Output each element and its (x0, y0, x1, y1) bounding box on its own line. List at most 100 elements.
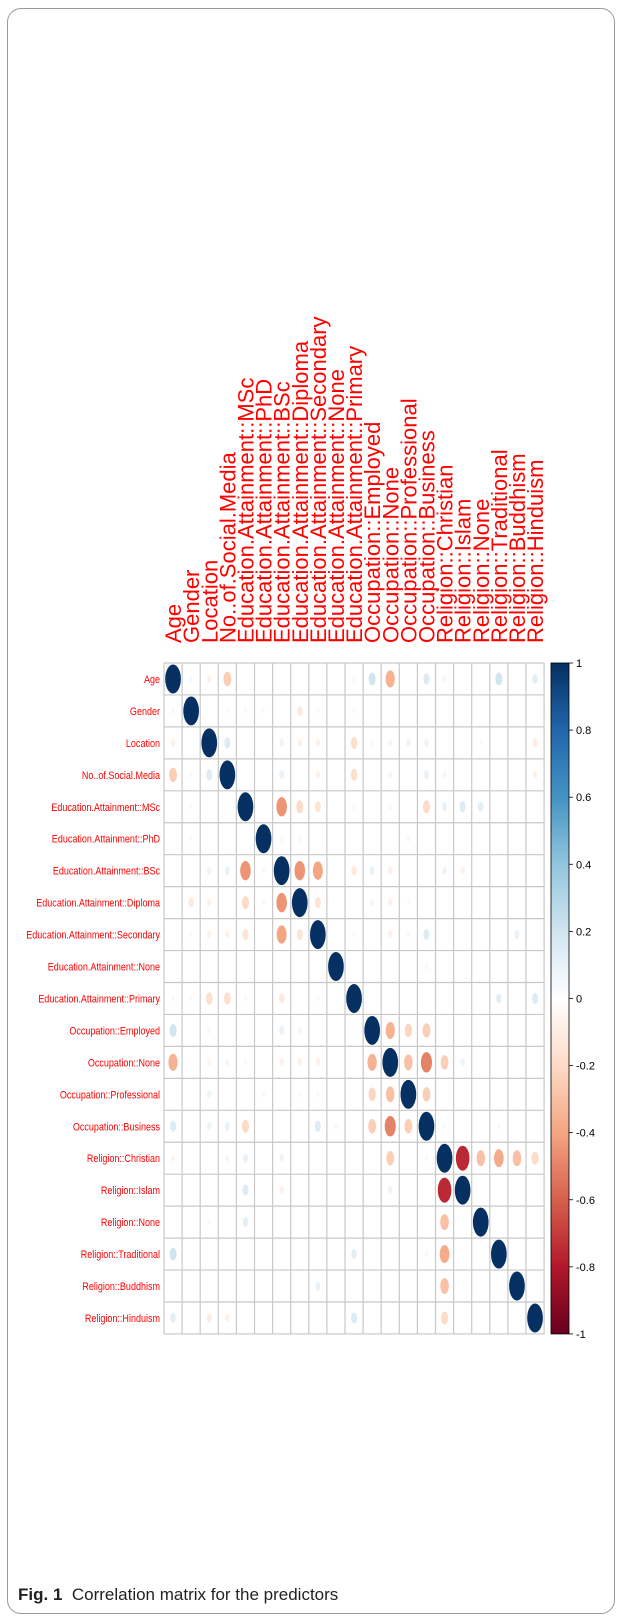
correlation-cell-8-8 (310, 920, 326, 950)
correlation-cell-7-16 (461, 899, 465, 906)
row-label: Religion::Hinduism (85, 1313, 160, 1325)
correlation-cell-4-7 (296, 800, 304, 814)
column-label: Religion::Traditional (487, 449, 512, 643)
correlation-cell-9-0 (171, 963, 175, 970)
correlation-cell-4-18 (497, 803, 501, 810)
correlation-cell-16-15 (437, 1177, 452, 1203)
colorbar: 1 0.8 0.6 0.4 0.2 0 -0.2 -0.4 -0.6 -0.8 -1 (550, 658, 595, 1341)
correlation-cell-11-14 (422, 1023, 431, 1038)
correlation-cell-0-2 (207, 674, 212, 684)
correlation-cell-12-15 (440, 1055, 449, 1070)
correlation-cell-7-15 (442, 899, 447, 906)
correlation-cell-2-6 (279, 738, 284, 747)
correlation-cell-10-10 (346, 984, 362, 1013)
correlation-cell-3-5 (261, 771, 266, 778)
correlation-cell-3-11 (370, 771, 374, 778)
row-label: Religion::Buddhism (82, 1281, 160, 1293)
correlation-cell-20-1 (189, 1315, 193, 1321)
correlation-cell-11-3 (225, 1027, 229, 1034)
correlation-cell-19-10 (352, 1283, 356, 1289)
correlation-cell-4-9 (334, 803, 338, 810)
correlation-cell-16-6 (279, 1186, 284, 1195)
correlation-cell-1-3 (225, 708, 229, 714)
correlation-cell-12-2 (207, 1058, 212, 1066)
correlation-cell-9-2 (207, 963, 211, 970)
correlation-cell-16-1 (189, 1187, 193, 1194)
correlation-cell-20-20 (527, 1303, 543, 1333)
correlation-cell-20-5 (261, 1315, 266, 1321)
row-label: Location (126, 738, 160, 750)
matrix-grid (163, 662, 545, 1335)
correlation-cell-17-16 (461, 1219, 465, 1226)
column-label: Education.Attainment::BSc (270, 381, 295, 643)
colorbar-tick-label: 0.4 (576, 859, 591, 871)
correlation-cell-6-15 (442, 866, 447, 875)
correlation-cell-8-7 (296, 928, 303, 941)
correlation-cell-11-13 (404, 1023, 413, 1038)
correlation-cell-13-8 (316, 1091, 320, 1098)
correlation-cell-1-10 (352, 708, 356, 714)
correlation-cell-11-12 (385, 1021, 395, 1039)
correlation-cell-11-0 (169, 1023, 177, 1037)
correlation-cell-4-8 (314, 801, 321, 813)
correlation-cell-8-18 (497, 931, 501, 938)
correlation-cell-16-9 (334, 1187, 338, 1194)
correlation-cell-1-20 (533, 708, 537, 714)
correlation-cell-19-5 (261, 1283, 266, 1289)
correlation-cell-14-19 (515, 1123, 519, 1130)
correlation-cell-18-9 (334, 1251, 338, 1257)
correlation-cell-18-8 (316, 1251, 320, 1257)
correlation-cell-15-7 (298, 1155, 302, 1162)
correlation-cell-4-19 (515, 803, 519, 810)
correlation-cell-15-6 (279, 1154, 284, 1163)
correlation-cell-9-20 (533, 963, 537, 970)
correlation-cell-7-11 (370, 899, 375, 907)
correlation-cell-14-15 (442, 1123, 447, 1130)
correlation-cell-0-10 (352, 675, 356, 683)
column-labels: AgeGenderLocationNo..of.Social.MediaEduc… (161, 316, 548, 643)
correlation-cell-2-18 (497, 739, 501, 746)
correlation-cell-17-13 (406, 1219, 410, 1226)
correlation-cell-17-18 (497, 1219, 501, 1226)
correlation-cell-8-1 (189, 931, 193, 938)
correlation-cell-6-10 (351, 865, 357, 876)
correlation-cell-15-0 (171, 1154, 175, 1162)
correlation-cell-15-20 (531, 1151, 539, 1165)
correlation-cell-12-4 (243, 1059, 248, 1066)
column-label: Religion::Hinduism (523, 460, 548, 643)
correlation-cell-15-1 (189, 1155, 193, 1162)
correlation-cell-19-13 (406, 1283, 410, 1289)
correlation-cell-13-15 (442, 1091, 447, 1098)
correlation-cell-3-8 (315, 770, 321, 779)
correlation-cell-8-0 (171, 931, 175, 938)
correlation-cell-4-20 (533, 803, 537, 810)
correlation-cell-18-15 (439, 1245, 450, 1263)
correlation-cell-16-20 (533, 1187, 537, 1194)
correlation-cell-18-16 (461, 1251, 465, 1257)
correlation-cell-7-20 (533, 899, 537, 906)
correlation-cell-2-7 (297, 738, 302, 747)
correlation-cell-20-8 (316, 1315, 320, 1321)
correlation-cell-4-5 (261, 803, 266, 810)
correlation-cell-13-18 (497, 1091, 501, 1098)
correlation-cell-7-17 (479, 899, 483, 906)
correlation-cell-17-6 (280, 1219, 284, 1226)
correlation-cell-8-2 (207, 930, 212, 939)
correlation-cell-12-13 (404, 1054, 413, 1071)
correlation-cell-18-19 (515, 1251, 519, 1257)
column-label: Education.Attainment::Primary (342, 346, 367, 643)
correlation-cell-17-1 (189, 1219, 193, 1226)
colorbar-tick-label: -0.2 (576, 1061, 595, 1073)
correlation-cell-8-4 (242, 928, 249, 941)
correlation-cell-16-0 (171, 1187, 175, 1194)
correlation-cell-16-17 (479, 1187, 483, 1194)
figure-frame (7, 8, 615, 1614)
correlation-cell-0-0 (165, 664, 181, 694)
correlation-cell-6-4 (240, 860, 251, 881)
correlation-cell-5-3 (225, 835, 229, 842)
correlation-cell-3-6 (279, 770, 285, 780)
correlation-cell-19-6 (280, 1283, 284, 1289)
correlation-cell-1-9 (334, 708, 338, 714)
correlation-cell-16-5 (261, 1187, 266, 1194)
correlation-cell-3-18 (497, 771, 501, 778)
